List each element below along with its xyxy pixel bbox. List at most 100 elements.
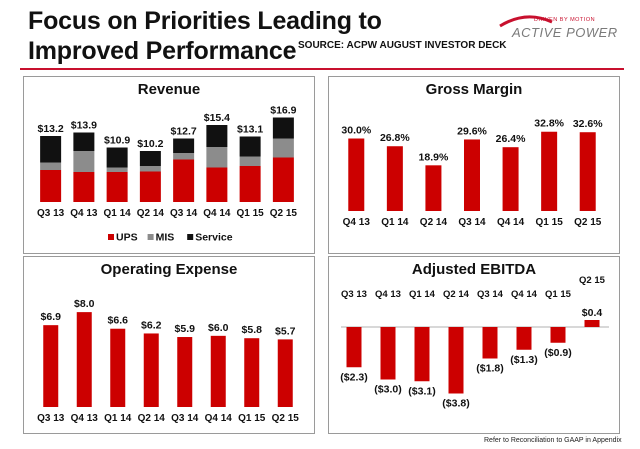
logo-arc-icon — [499, 15, 553, 28]
ebitda-value-label-3: ($3.8) — [442, 398, 469, 410]
revenue-bar-mis-7 — [272, 138, 294, 158]
gross-margin-bar-3 — [464, 139, 480, 211]
operating-expense-chart: $6.9 Q3 13 $8.0 Q4 13 $6.6 Q1 14 $6.2 Q2 14 $5.9… — [37, 298, 299, 424]
operating-expense-bar-2 — [110, 328, 126, 407]
revenue-bar-mis-5 — [206, 147, 228, 168]
ebitda-bar-4 — [482, 327, 498, 359]
revenue-x-tick-4: Q3 14 — [170, 208, 198, 219]
revenue-legend-swatch-2 — [187, 234, 194, 240]
operating-expense-value-label-3: $6.2 — [141, 319, 162, 331]
title-line-1: Focus on Priorities Leading to — [28, 7, 382, 35]
revenue-x-tick-6: Q1 15 — [237, 208, 265, 219]
revenue-title: Revenue — [137, 81, 201, 98]
page-title: Focus on Priorities Leading to Improved … — [28, 6, 382, 66]
revenue-bar-ups-0 — [40, 170, 62, 202]
revenue-total-label-1: $13.9 — [71, 120, 97, 132]
operating-expense-bar-0 — [43, 325, 59, 407]
revenue-total-label-6: $13.1 — [237, 124, 263, 136]
ebitda-value-label-6: ($0.9) — [544, 347, 571, 359]
operating-expense-title: Operating Expense — [100, 261, 238, 278]
operating-expense-bar-7 — [277, 339, 293, 407]
gross-margin-chart: 30.0% Q4 13 26.8% Q1 14 18.9% Q2 14 29.6% Q3 14… — [341, 118, 603, 228]
revenue-total-label-4: $12.7 — [170, 126, 196, 138]
revenue-x-tick-5: Q4 14 — [203, 208, 231, 219]
gross-margin-bar-4 — [502, 147, 519, 211]
operating-expense-x-tick-3: Q2 14 — [138, 413, 166, 424]
gross-margin-bar-0 — [348, 138, 365, 211]
revenue-legend-label-2: Service — [195, 232, 233, 244]
revenue-bar-mis-3 — [139, 166, 161, 172]
ebitda-value-label-7: $0.4 — [582, 307, 603, 319]
gross-margin-x-tick-5: Q1 15 — [536, 217, 564, 228]
adjusted-ebitda-title: Adjusted EBITDA — [411, 261, 537, 278]
ebitda-x-tick-5: Q4 14 — [511, 289, 538, 300]
revenue-x-tick-0: Q3 13 — [37, 208, 65, 219]
operating-expense-bar-5 — [210, 335, 226, 407]
ebitda-value-label-4: ($1.8) — [476, 363, 503, 375]
gross-margin-x-tick-2: Q2 14 — [420, 217, 448, 228]
operating-expense-value-label-5: $6.0 — [208, 322, 229, 334]
gross-margin-x-tick-1: Q1 14 — [381, 217, 409, 228]
gross-margin-value-label-5: 32.8% — [534, 118, 564, 130]
operating-expense-bar-6 — [244, 338, 260, 407]
revenue-bar-service-4 — [173, 138, 195, 153]
operating-expense-x-tick-0: Q3 13 — [37, 413, 65, 424]
revenue-bar-mis-2 — [106, 167, 128, 172]
operating-expense-value-label-7: $5.7 — [275, 325, 296, 337]
ebitda-x-tick-7: Q2 15 — [579, 275, 606, 286]
revenue-legend-label-1: MIS — [156, 232, 175, 244]
operating-expense-x-tick-5: Q4 14 — [205, 413, 233, 424]
revenue-bar-service-1 — [73, 132, 95, 151]
gross-margin-x-tick-4: Q4 14 — [497, 217, 525, 228]
revenue-legend-swatch-1 — [147, 234, 154, 240]
revenue-bar-mis-4 — [173, 153, 195, 160]
revenue-total-label-2: $10.9 — [104, 135, 130, 147]
revenue-panel: Revenue $13.2 Q3 13 $13.9 Q4 13 $10.9 Q1 14 $1… — [23, 76, 315, 254]
revenue-bar-ups-6 — [239, 166, 261, 202]
operating-expense-x-tick-2: Q1 14 — [104, 413, 132, 424]
operating-expense-bar-1 — [76, 312, 92, 407]
ebitda-bar-6 — [550, 327, 566, 343]
operating-expense-x-tick-4: Q3 14 — [171, 413, 199, 424]
revenue-bar-mis-1 — [73, 151, 95, 172]
revenue-x-tick-1: Q4 13 — [70, 208, 98, 219]
ebitda-value-label-0: ($2.3) — [340, 371, 367, 383]
ebitda-bar-1 — [380, 327, 396, 380]
revenue-x-tick-2: Q1 14 — [104, 208, 132, 219]
source-note: SOURCE: ACPW AUGUST INVESTOR DECK — [298, 40, 507, 51]
revenue-bar-service-2 — [106, 147, 128, 168]
ebitda-x-tick-3: Q2 14 — [443, 289, 470, 300]
revenue-total-label-7: $16.9 — [270, 105, 296, 117]
revenue-bar-service-0 — [40, 136, 62, 163]
revenue-bar-service-3 — [139, 151, 161, 166]
operating-expense-bar-4 — [177, 337, 193, 407]
ebitda-value-label-1: ($3.0) — [374, 384, 401, 396]
revenue-bar-service-6 — [239, 136, 261, 157]
operating-expense-value-label-6: $5.8 — [242, 324, 263, 336]
revenue-legend-swatch-0 — [108, 234, 114, 240]
revenue-total-label-3: $10.2 — [137, 138, 163, 150]
revenue-bar-service-5 — [206, 125, 228, 147]
gross-margin-value-label-0: 30.0% — [341, 125, 371, 137]
gross-margin-value-label-4: 26.4% — [496, 133, 526, 145]
operating-expense-x-tick-1: Q4 13 — [71, 413, 99, 424]
ebitda-x-tick-2: Q1 14 — [409, 289, 436, 300]
gross-margin-x-tick-6: Q2 15 — [574, 217, 602, 228]
header-divider — [20, 68, 624, 70]
ebitda-x-tick-4: Q3 14 — [477, 289, 504, 300]
operating-expense-bar-3 — [143, 333, 159, 407]
title-line-2: Improved Performance — [28, 37, 297, 65]
ebitda-value-label-5: ($1.3) — [510, 354, 537, 366]
revenue-chart: $13.2 Q3 13 $13.9 Q4 13 $10.9 Q1 14 $10.2 Q2 14… — [37, 105, 297, 244]
revenue-x-tick-3: Q2 14 — [137, 208, 165, 219]
operating-expense-value-label-0: $6.9 — [41, 311, 62, 323]
revenue-bar-ups-1 — [73, 172, 95, 202]
gross-margin-value-label-6: 32.6% — [573, 118, 603, 130]
ebitda-value-label-2: ($3.1) — [408, 385, 435, 397]
gross-margin-value-label-3: 29.6% — [457, 125, 487, 137]
operating-expense-value-label-2: $6.6 — [108, 315, 129, 327]
gross-margin-bar-5 — [541, 131, 558, 211]
adjusted-ebitda-chart: ($2.3) Q3 13 ($3.0) Q4 13 ($3.1) Q1 14 ($3.8) Q… — [340, 275, 609, 410]
adjusted-ebitda-panel: Adjusted EBITDA ($2.3) Q3 13 ($3.0) Q4 13 ($… — [328, 256, 620, 434]
revenue-bar-ups-7 — [272, 157, 294, 202]
